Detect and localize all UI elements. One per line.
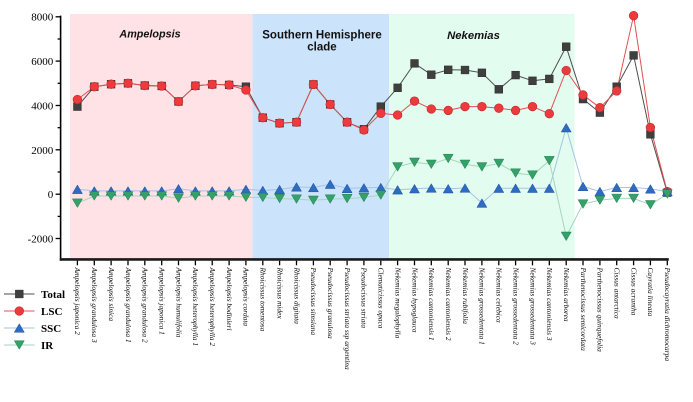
svg-text:Pseudocissus striata ssp argen: Pseudocissus striata ssp argentina xyxy=(343,267,352,370)
svg-text:Cissus antarctica: Cissus antarctica xyxy=(613,268,622,320)
svg-text:Cissus acrantha: Cissus acrantha xyxy=(629,268,638,316)
svg-text:Nekemias hypoglauca: Nekemias hypoglauca xyxy=(410,267,419,333)
svg-text:Pseudocayratia dichromocarpa: Pseudocayratia dichromocarpa xyxy=(663,267,672,362)
svg-text:Pseudocissus granulosa: Pseudocissus granulosa xyxy=(326,267,335,340)
svg-text:Nekemias celebica: Nekemias celebica xyxy=(495,267,504,324)
svg-text:Ampelopsis: Ampelopsis xyxy=(118,29,180,41)
svg-text:Ampelopsis grandulosa 2: Ampelopsis grandulosa 2 xyxy=(141,267,150,343)
svg-text:SSC: SSC xyxy=(41,323,61,335)
svg-text:Parthenocissus quinquefolia: Parthenocissus quinquefolia xyxy=(596,267,605,353)
svg-text:Ampelopsis grandulosa 3: Ampelopsis grandulosa 3 xyxy=(90,267,99,343)
svg-text:6000: 6000 xyxy=(31,56,54,68)
svg-text:Ampelopsis cordata: Ampelopsis cordata xyxy=(242,267,251,327)
svg-text:Nekemias: Nekemias xyxy=(447,30,500,42)
svg-text:Nekemias cantoniensis 2: Nekemias cantoniensis 2 xyxy=(444,267,453,341)
svg-text:Ampelopsis japonica 1: Ampelopsis japonica 1 xyxy=(158,267,167,335)
svg-text:Nekemias arborea: Nekemias arborea xyxy=(562,267,571,322)
svg-text:Ampelopsis japonica 2: Ampelopsis japonica 2 xyxy=(73,267,82,336)
svg-text:LSC: LSC xyxy=(41,306,62,318)
svg-text:Pseudocissus striata: Pseudocissus striata xyxy=(360,267,369,329)
svg-text:Nekemias cantoniensis 1: Nekemias cantoniensis 1 xyxy=(427,267,436,341)
svg-text:4000: 4000 xyxy=(31,100,54,112)
svg-text:Ampelopsis bodinieri: Ampelopsis bodinieri xyxy=(225,267,234,331)
svg-text:Rhoicissus digitata: Rhoicissus digitata xyxy=(292,267,301,325)
svg-text:Cayratia lineata: Cayratia lineata xyxy=(646,268,655,317)
svg-text:2000: 2000 xyxy=(31,145,54,157)
svg-text:Total: Total xyxy=(41,289,65,301)
svg-text:Ampelopsis heterophylla 1: Ampelopsis heterophylla 1 xyxy=(191,267,200,347)
svg-text:Parthenocissus semicordata: Parthenocissus semicordata xyxy=(579,267,588,352)
svg-text:Nekemias rubifolia: Nekemias rubifolia xyxy=(461,267,470,325)
svg-text:Nekemias megalophylla: Nekemias megalophylla xyxy=(393,267,402,339)
svg-text:Ampelopsis heterophylla 2: Ampelopsis heterophylla 2 xyxy=(208,267,217,347)
svg-text:Ampelopsis humulifolia: Ampelopsis humulifolia xyxy=(174,267,183,338)
svg-text:Ampelopsis grandulosa 1: Ampelopsis grandulosa 1 xyxy=(124,267,133,343)
svg-text:-2000: -2000 xyxy=(28,233,54,245)
svg-text:clade: clade xyxy=(307,41,336,53)
svg-text:Nekemias cantoniensis 3: Nekemias cantoniensis 3 xyxy=(545,267,554,341)
svg-text:Clematicissus opaca: Clematicissus opaca xyxy=(377,268,386,329)
svg-text:Nekemias grossedentata 1: Nekemias grossedentata 1 xyxy=(478,267,487,345)
svg-text:Rhoicissus tomentosa: Rhoicissus tomentosa xyxy=(259,267,268,332)
svg-text:8000: 8000 xyxy=(31,12,54,24)
svg-text:Pseudocissus simsiana: Pseudocissus simsiana xyxy=(309,267,318,336)
svg-text:Rhoicissus midex: Rhoicissus midex xyxy=(275,267,284,320)
svg-text:0: 0 xyxy=(48,189,54,201)
svg-text:Southern Hemisphere: Southern Hemisphere xyxy=(262,30,382,42)
svg-text:Nekemias grossedentata 3: Nekemias grossedentata 3 xyxy=(528,267,537,346)
svg-text:Nekemias grossedentata 2: Nekemias grossedentata 2 xyxy=(511,267,520,346)
svg-text:Ampelopsis sinica: Ampelopsis sinica xyxy=(107,267,116,322)
svg-text:IR: IR xyxy=(41,340,54,352)
